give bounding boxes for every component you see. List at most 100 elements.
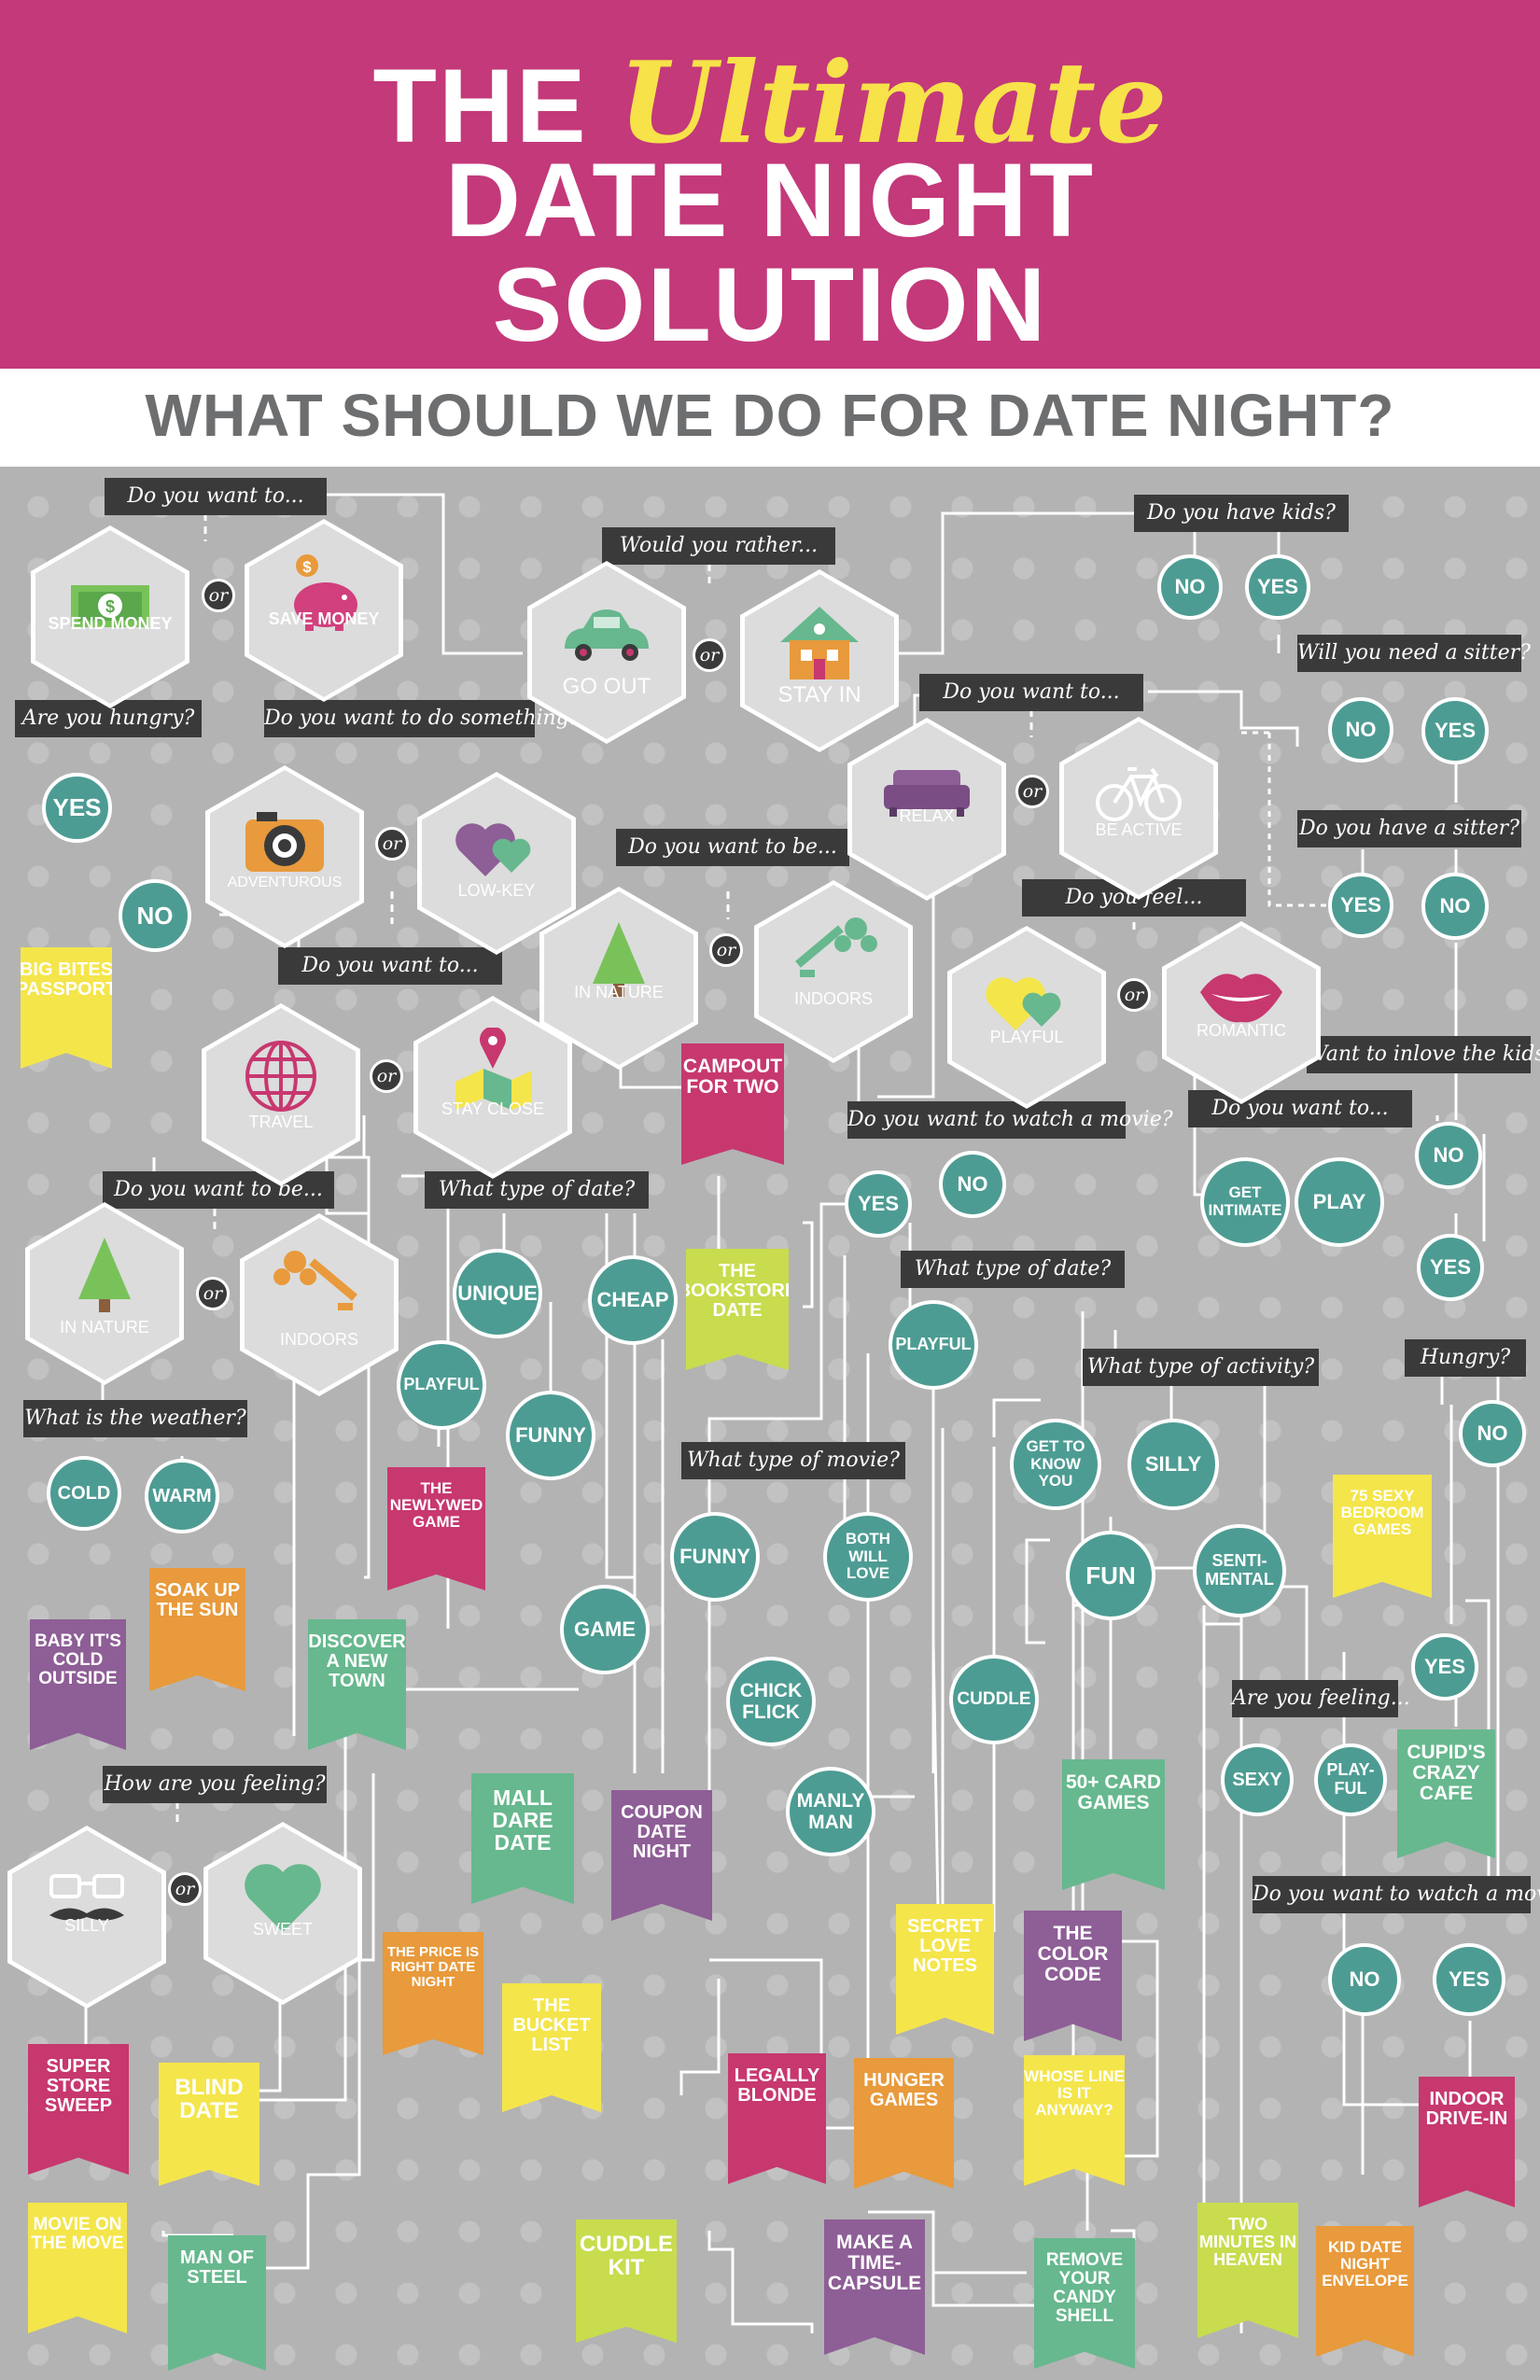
hex-go-out: GO OUT (527, 561, 686, 744)
result-banner[interactable]: TWO MINUTES IN HEAVEN (1197, 2203, 1298, 2338)
answer-circle-no[interactable]: NO (119, 879, 191, 952)
question-box: Want to inlove the kids? (1307, 1036, 1540, 1073)
question-box: Do you want to... (105, 478, 327, 515)
title-line-3: SOLUTION (492, 246, 1048, 363)
hearts-icon (455, 823, 531, 876)
answer-circle-funny[interactable]: FUNNY (506, 1391, 595, 1480)
result-banner[interactable]: THE COLOR CODE (1024, 1911, 1122, 2041)
or-connector: or (1117, 978, 1151, 1012)
answer-circle-playful[interactable]: PLAYFUL (397, 1340, 486, 1430)
answer-circle-funny[interactable]: FUNNY (670, 1512, 760, 1602)
result-banner[interactable]: COUPON DATE NIGHT (611, 1790, 712, 1921)
question-box: Do you want to be... (616, 829, 849, 866)
answer-circle-play[interactable]: PLAY (1295, 1157, 1384, 1247)
result-banner[interactable]: CUDDLE KIT (576, 2219, 677, 2343)
or-connector: or (693, 638, 726, 672)
hex-be-active: BE ACTIVE (1059, 717, 1218, 900)
answer-circle-silly[interactable]: SILLY (1127, 1419, 1219, 1510)
answer-circle-yes[interactable]: YES (1421, 697, 1489, 764)
result-banner[interactable]: SUPER STORE SWEEP (28, 2044, 129, 2175)
question-box: What type of movie? (681, 1442, 905, 1479)
answer-circle-both-will-love[interactable]: BOTH WILL LOVE (823, 1512, 913, 1602)
answer-circle-no[interactable]: NO (1459, 1400, 1526, 1467)
result-banner[interactable]: INDOOR DRIVE-IN (1419, 2077, 1515, 2207)
answer-circle-yes[interactable]: YES (42, 773, 112, 843)
result-banner[interactable]: THE PRICE IS RIGHT DATE NIGHT (383, 1932, 483, 2055)
question-box: Do you want to... (278, 947, 502, 985)
result-banner[interactable]: SECRET LOVE NOTES (896, 1904, 994, 2035)
map-pin-icon (455, 1028, 532, 1110)
result-banner[interactable]: 75 SEXY BEDROOM GAMES (1333, 1475, 1432, 1598)
answer-circle-cheap[interactable]: CHEAP (588, 1255, 678, 1345)
answer-circle-yes[interactable]: YES (1433, 1943, 1505, 2016)
result-banner[interactable]: LEGALLY BLONDE (728, 2053, 826, 2184)
answer-circle-no[interactable]: NO (1328, 1943, 1401, 2016)
result-banner[interactable]: REMOVE YOUR CANDY SHELL (1034, 2238, 1135, 2369)
answer-circle-cuddle[interactable]: CUDDLE (949, 1655, 1039, 1744)
answer-circle-playful[interactable]: PLAYFUL (889, 1300, 978, 1390)
subtitle-bar (0, 369, 1540, 467)
result-banner[interactable]: KID DATE NIGHT ENVELOPE (1316, 2226, 1414, 2357)
answer-circle-game[interactable]: GAME (560, 1585, 650, 1674)
question-box: What type of date? (901, 1251, 1125, 1288)
question-box: Do you want to watch a movie? (847, 1101, 1173, 1139)
mustache-icon (49, 1874, 124, 1921)
answer-circle-yes[interactable]: YES (845, 1170, 912, 1238)
answer-circle-no[interactable]: NO (939, 1151, 1006, 1218)
subtitle: WHAT SHOULD WE DO FOR DATE NIGHT? (145, 382, 1395, 449)
answer-circle-manly-man[interactable]: MANLY MAN (786, 1767, 875, 1856)
question-box: Do you have kids? (1134, 495, 1349, 532)
hex-adventurous: ADVENTUROUS (205, 765, 364, 948)
money-icon: $ (71, 585, 149, 627)
question-box: What type of date? (425, 1171, 649, 1209)
answer-circle-playful[interactable]: PLAY-FUL (1314, 1743, 1387, 1816)
answer-circle-sentimental[interactable]: SENTI-MENTAL (1193, 1524, 1286, 1617)
answer-circle-yes[interactable]: YES (1411, 1633, 1478, 1701)
answer-circle-yes[interactable]: YES (1245, 554, 1310, 620)
answer-circle-unique[interactable]: UNIQUE (453, 1249, 542, 1338)
result-banner[interactable]: THE BUCKET LIST (502, 1983, 601, 2112)
result-banner[interactable]: SOAK UP THE SUN (149, 1568, 245, 1691)
hex-low-key: LOW-KEY (417, 772, 576, 955)
camera-icon (245, 812, 324, 872)
answer-circle-get-intimate[interactable]: GET INTIMATE (1200, 1157, 1290, 1247)
answer-circle-cold[interactable]: COLD (47, 1456, 121, 1531)
result-banner[interactable]: DISCOVER A NEW TOWN (308, 1619, 406, 1750)
result-banner[interactable]: WHOSE LINE IS IT ANYWAY? (1024, 2055, 1125, 2186)
hex-spend-money: $ SPEND MONEY (31, 525, 189, 708)
answer-circle-yes[interactable]: YES (1417, 1234, 1484, 1301)
result-banner[interactable]: CUPID'S CRAZY CAFE (1397, 1729, 1495, 1858)
answer-circle-warm[interactable]: WARM (145, 1459, 219, 1533)
result-banner[interactable]: MOVIE ON THE MOVE (28, 2203, 127, 2333)
answer-circle-chick-flick[interactable]: CHICK FLICK (726, 1657, 816, 1746)
title-line-2: DATE NIGHT (444, 142, 1096, 259)
tree-icon (78, 1238, 131, 1312)
answer-circle-no[interactable]: NO (1421, 873, 1489, 940)
tree-icon (593, 922, 645, 997)
question-box: Do you want to be... (103, 1171, 334, 1209)
result-banner[interactable]: CAMPOUT FOR TWO (681, 1043, 784, 1165)
result-banner[interactable]: MAN OF STEEL (168, 2235, 266, 2371)
result-banner[interactable]: THE NEWLYWED GAME (387, 1467, 485, 1590)
question-box: Do you want to... (1188, 1090, 1412, 1127)
or-connector: or (709, 933, 743, 967)
answer-circle-no[interactable]: NO (1157, 554, 1223, 620)
answer-circle-yes[interactable]: YES (1328, 873, 1393, 938)
answer-circle-fun[interactable]: FUN (1066, 1531, 1155, 1620)
answer-circle-no[interactable]: NO (1328, 697, 1393, 763)
hex-stay-in: STAY IN (740, 569, 899, 752)
result-banner[interactable]: MALL DARE DATE (471, 1773, 574, 1904)
hearts-icon (986, 977, 1061, 1030)
svg-text:$: $ (302, 558, 312, 576)
result-banner[interactable]: MAKE A TIME-CAPSULE (824, 2219, 925, 2355)
result-banner[interactable]: BIG BITES PASSPORT (21, 947, 112, 1069)
result-banner[interactable]: THE BOOKSTORE DATE (686, 1249, 789, 1370)
result-banner[interactable]: 50+ CARD GAMES (1062, 1759, 1165, 1890)
answer-circle-no[interactable]: NO (1415, 1122, 1482, 1189)
hex-relax: RELAX (847, 718, 1006, 901)
result-banner[interactable]: BLIND DATE (159, 2063, 259, 2186)
result-banner[interactable]: HUNGER GAMES (854, 2058, 954, 2189)
answer-circle-get-to-know-you[interactable]: GET TO KNOW YOU (1010, 1419, 1101, 1510)
answer-circle-sexy[interactable]: SEXY (1221, 1743, 1294, 1816)
result-banner[interactable]: BABY IT'S COLD OUTSIDE (30, 1619, 126, 1750)
